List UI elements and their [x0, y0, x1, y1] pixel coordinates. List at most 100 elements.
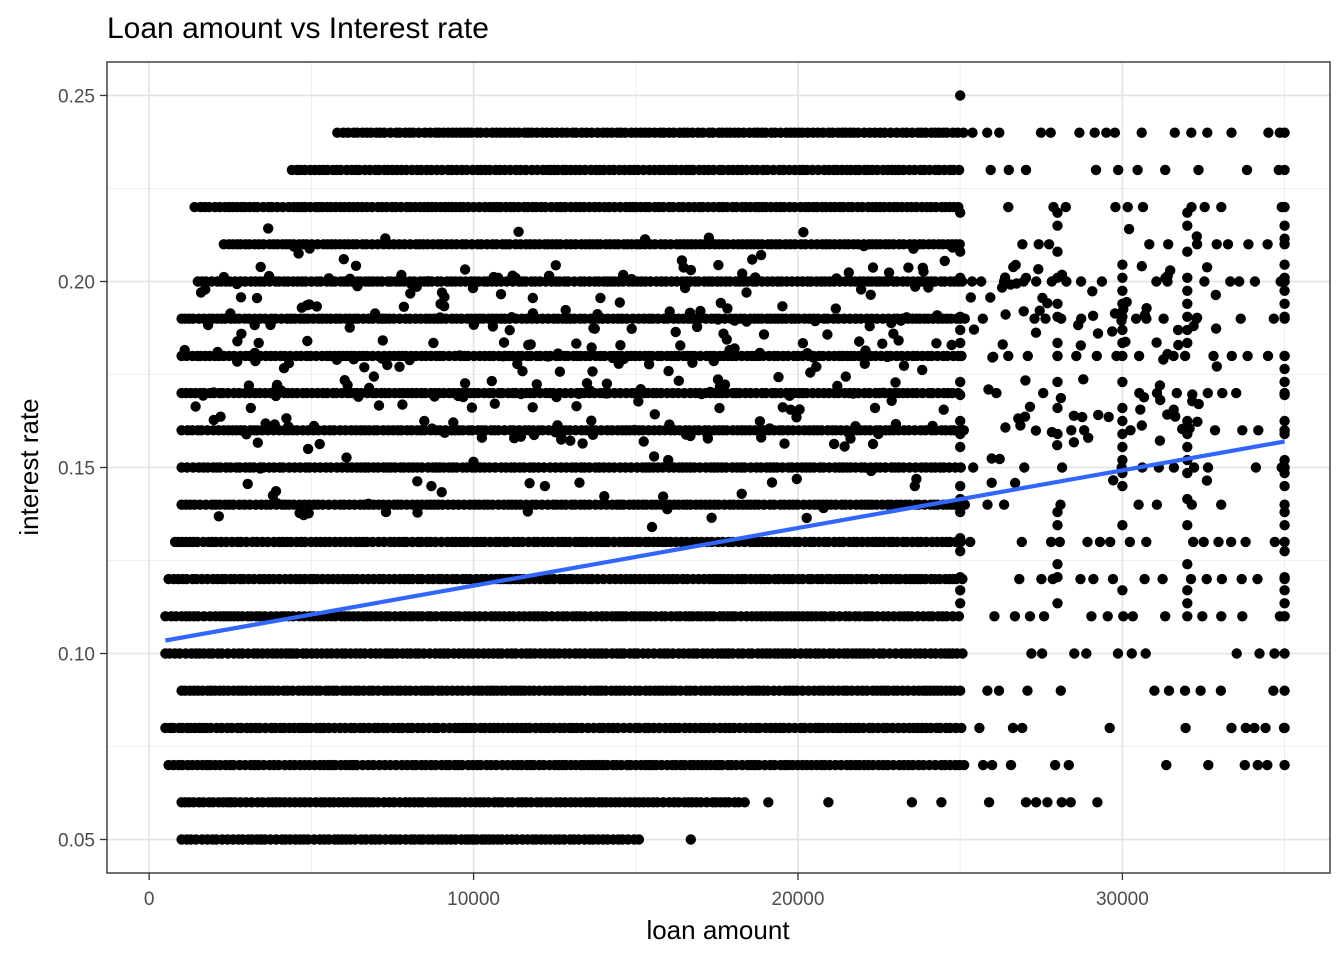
data-point	[1279, 536, 1290, 548]
data-point	[301, 300, 313, 311]
data-point	[1160, 611, 1171, 622]
data-point	[638, 436, 649, 447]
data-point	[953, 164, 965, 176]
data-point	[985, 292, 996, 303]
data-point	[1083, 432, 1094, 443]
data-point	[953, 611, 965, 622]
data-point	[1093, 409, 1104, 421]
data-point	[791, 412, 802, 423]
data-point	[1009, 477, 1021, 489]
data-point	[1279, 376, 1290, 388]
data-point	[377, 335, 388, 346]
data-point	[1279, 127, 1290, 138]
data-point	[448, 417, 459, 428]
data-point	[955, 441, 966, 453]
data-point	[687, 357, 698, 368]
data-point	[976, 276, 987, 287]
data-point	[955, 480, 966, 492]
data-point	[195, 287, 207, 298]
data-point	[1117, 428, 1128, 440]
data-point	[1052, 246, 1063, 257]
data-point	[695, 305, 706, 317]
data-point	[1241, 164, 1253, 176]
data-point	[993, 685, 1005, 696]
data-point	[713, 259, 724, 271]
data-point	[236, 328, 247, 339]
data-point	[586, 342, 597, 353]
data-point	[779, 438, 790, 449]
data-point	[498, 351, 509, 362]
data-point	[1133, 499, 1144, 510]
data-point	[685, 834, 696, 845]
data-point	[528, 429, 540, 441]
data-point	[507, 270, 518, 281]
data-point	[253, 337, 264, 349]
data-point	[982, 685, 993, 696]
data-point	[908, 243, 919, 254]
data-point	[466, 402, 478, 413]
data-point	[269, 419, 280, 430]
data-point	[1034, 305, 1045, 316]
data-point	[614, 297, 625, 308]
data-point	[560, 304, 571, 316]
data-point	[1105, 536, 1116, 548]
data-point	[1234, 276, 1245, 287]
data-point	[1154, 380, 1166, 391]
data-point	[581, 378, 593, 389]
data-point	[1000, 422, 1011, 433]
data-point	[1191, 239, 1203, 250]
data-point	[1279, 611, 1290, 622]
data-point	[1009, 611, 1021, 622]
data-point	[302, 335, 313, 347]
data-point	[968, 324, 980, 335]
data-point	[1003, 350, 1014, 362]
data-point	[859, 358, 870, 369]
data-point	[633, 834, 645, 845]
data-point	[1191, 312, 1203, 323]
data-point	[909, 480, 920, 492]
data-point	[955, 337, 966, 349]
data-point	[1182, 207, 1193, 218]
data-point	[543, 270, 555, 281]
data-point	[1279, 164, 1290, 176]
data-point	[1202, 387, 1214, 399]
data-point	[808, 352, 819, 363]
data-point	[1056, 797, 1067, 808]
data-point	[359, 362, 370, 373]
data-point	[646, 521, 658, 533]
data-point	[1045, 127, 1056, 138]
data-point	[684, 307, 696, 318]
data-point	[1168, 404, 1179, 415]
data-point	[1094, 536, 1106, 548]
data-point	[1139, 309, 1151, 321]
data-point	[865, 465, 877, 477]
data-point	[398, 301, 410, 312]
data-point	[1279, 506, 1290, 518]
data-point	[860, 345, 871, 356]
data-point	[190, 401, 201, 412]
data-point	[1144, 239, 1155, 250]
data-point	[756, 432, 767, 443]
data-point	[1182, 246, 1193, 257]
data-point	[574, 477, 585, 488]
data-point	[1117, 585, 1128, 596]
data-point	[1216, 499, 1227, 510]
data-point	[1052, 311, 1063, 322]
data-point	[755, 249, 767, 261]
data-point	[1182, 337, 1193, 349]
data-point	[1188, 536, 1199, 548]
data-point	[1249, 722, 1260, 734]
data-point	[737, 268, 748, 279]
data-point	[633, 396, 644, 407]
data-point	[1052, 207, 1063, 218]
data-point	[955, 598, 966, 609]
data-point	[1125, 425, 1136, 436]
data-point	[263, 270, 275, 282]
data-point	[890, 377, 901, 388]
data-point	[592, 309, 603, 320]
data-point	[338, 254, 349, 265]
data-point	[794, 404, 805, 415]
data-point	[1182, 467, 1193, 479]
data-point	[1151, 337, 1162, 348]
data-point	[255, 463, 266, 474]
